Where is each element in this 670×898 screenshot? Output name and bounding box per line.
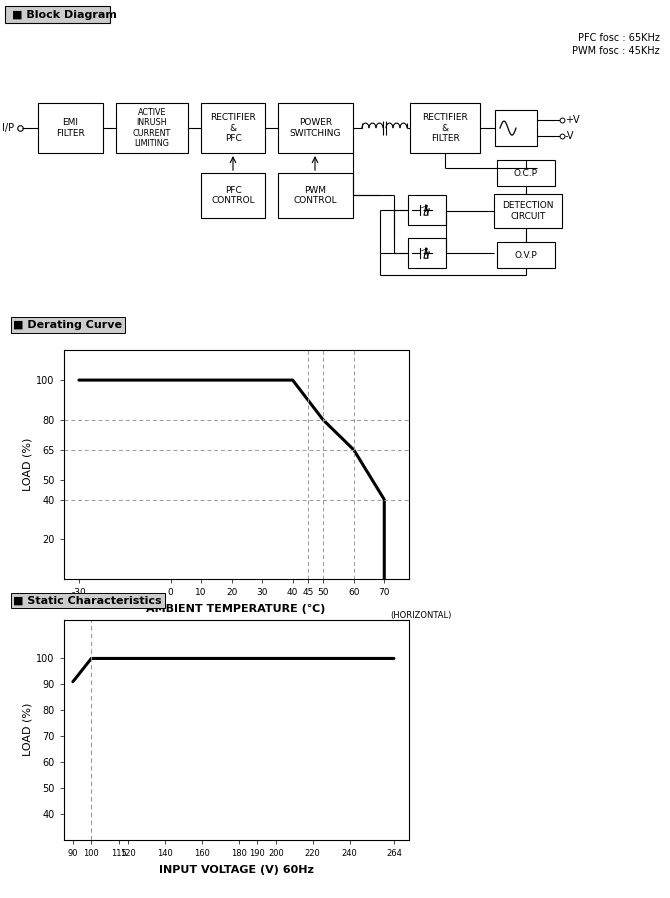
Text: ■ Block Diagram: ■ Block Diagram: [12, 10, 117, 20]
Text: ■ Derating Curve: ■ Derating Curve: [13, 320, 123, 330]
Text: -V: -V: [565, 131, 574, 141]
Text: PWM fosc : 45KHz: PWM fosc : 45KHz: [572, 46, 660, 56]
Text: EMI
FILTER: EMI FILTER: [56, 119, 85, 137]
Bar: [38, 103, 103, 154]
Bar: [201, 173, 265, 218]
Bar: [278, 103, 353, 154]
Bar: [408, 238, 446, 269]
X-axis label: INPUT VOLTAGE (V) 60Hz: INPUT VOLTAGE (V) 60Hz: [159, 865, 314, 875]
Text: +V: +V: [565, 115, 580, 125]
Bar: [497, 160, 555, 186]
Text: O.C.P: O.C.P: [514, 169, 538, 178]
Bar: [410, 103, 480, 154]
Text: RECTIFIER
&
FILTER: RECTIFIER & FILTER: [422, 113, 468, 143]
Text: POWER
SWITCHING: POWER SWITCHING: [289, 119, 341, 137]
Bar: [5, 6, 110, 23]
Text: RECTIFIER
&
PFC: RECTIFIER & PFC: [210, 113, 256, 143]
Text: ■ Static Characteristics: ■ Static Characteristics: [13, 595, 162, 605]
Bar: [116, 103, 188, 154]
Text: (HORIZONTAL): (HORIZONTAL): [391, 611, 452, 621]
Bar: [278, 173, 353, 218]
Bar: [201, 103, 265, 154]
Bar: [497, 242, 555, 269]
Text: PFC fosc : 65KHz: PFC fosc : 65KHz: [578, 33, 660, 43]
Bar: [408, 195, 446, 225]
Text: PFC
CONTROL: PFC CONTROL: [211, 186, 255, 206]
Bar: [495, 110, 537, 146]
X-axis label: AMBIENT TEMPERATURE (℃): AMBIENT TEMPERATURE (℃): [147, 604, 326, 614]
Text: PWM
CONTROL: PWM CONTROL: [293, 186, 337, 206]
Text: O.V.P: O.V.P: [515, 251, 537, 260]
Text: I/P: I/P: [2, 123, 14, 133]
Text: ACTIVE
INRUSH
CURRENT
LIMITING: ACTIVE INRUSH CURRENT LIMITING: [133, 108, 171, 148]
Bar: [494, 194, 562, 228]
Y-axis label: LOAD (%): LOAD (%): [22, 703, 32, 756]
Text: DETECTION
CIRCUIT: DETECTION CIRCUIT: [502, 201, 553, 221]
Y-axis label: LOAD (%): LOAD (%): [22, 438, 32, 491]
